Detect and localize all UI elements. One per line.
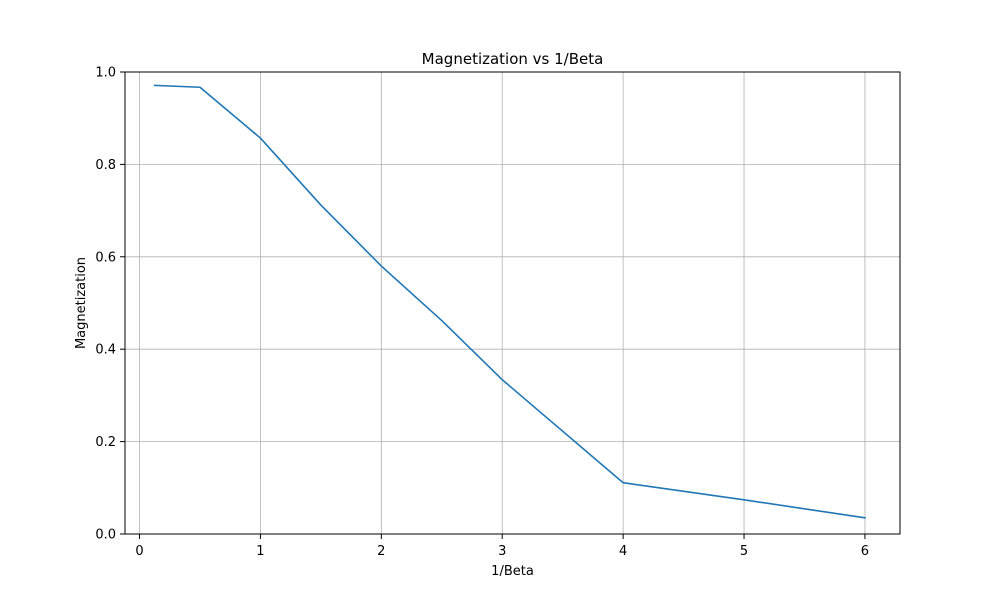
x-axis-label: 1/Beta: [491, 564, 534, 579]
series-line: [153, 84, 866, 519]
x-tick-label: 1: [256, 544, 264, 559]
y-tick-label: 1.0: [95, 66, 116, 81]
y-tick-label: 0.4: [95, 343, 116, 358]
series-lines: [153, 84, 866, 519]
x-tick-label: 4: [619, 544, 627, 559]
y-tick-label: 0.8: [95, 158, 116, 173]
y-tick-label: 0.0: [95, 528, 116, 543]
chart-title: Magnetization vs 1/Beta: [422, 50, 604, 68]
x-tick-label: 6: [861, 544, 869, 559]
plot-area-frame: [124, 71, 901, 535]
x-tick-label: 0: [135, 544, 143, 559]
x-tick-label: 3: [498, 544, 506, 559]
y-tick-label: 0.2: [95, 435, 116, 450]
y-axis-label: Magnetization: [74, 257, 89, 349]
y-tick-label: 0.6: [95, 250, 116, 265]
axis-ticks: 0 1 2 3 4 5 6 0.0 0.2 0.4 0.6 0.8 1.0: [95, 66, 869, 560]
x-tick-label: 5: [740, 544, 748, 559]
x-tick-label: 2: [377, 544, 385, 559]
